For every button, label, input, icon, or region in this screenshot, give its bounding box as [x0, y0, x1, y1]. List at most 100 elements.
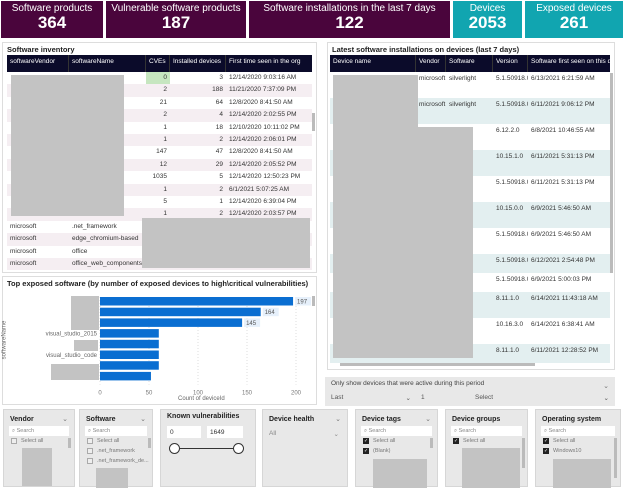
period-unit-dropdown[interactable]: Last ⌄ [331, 394, 411, 402]
slicer-item[interactable]: ✓ Select all [453, 438, 485, 444]
bar[interactable] [100, 361, 159, 370]
redacted-block [22, 448, 52, 486]
cell-first-seen: 6/11/2021 9:06:12 PM [531, 101, 595, 108]
known-vulnerabilities-slicer: Known vulnerabilities 0 1649 [160, 409, 256, 487]
max-input[interactable]: 1649 [207, 426, 243, 438]
min-input[interactable]: 0 [167, 426, 201, 438]
cell-first-seen: 12/8/2020 8:41:50 AM [229, 148, 293, 156]
col-software[interactable]: Software [446, 55, 493, 72]
operating-system-slicer: Operating system ⌕ Search ✓ Select all ✓ W… [535, 409, 621, 488]
slider-min-handle[interactable] [169, 443, 180, 454]
col-first-seen[interactable]: Software first seen on this de [531, 58, 610, 65]
bar[interactable] [100, 339, 159, 349]
checkbox[interactable] [87, 458, 93, 464]
card-title: Vulnerable software products [111, 3, 241, 14]
slicer-item[interactable]: ✓ Windows10 [543, 448, 581, 454]
card-exposed-devices[interactable]: Exposed devices 261 [525, 1, 623, 38]
col-version[interactable]: Version [493, 55, 528, 72]
chevron-down-icon[interactable]: ⌄ [140, 416, 146, 423]
search-input[interactable]: ⌕ Search [451, 426, 522, 436]
data-label: 145 [246, 321, 257, 327]
search-input[interactable]: ⌕ Search [361, 426, 432, 436]
bar[interactable] [100, 350, 159, 360]
bar[interactable] [100, 307, 261, 317]
chevron-down-icon[interactable]: ⌄ [603, 383, 609, 390]
chevron-down-icon: ⌄ [333, 431, 339, 438]
bar[interactable] [100, 329, 159, 338]
checkbox-checked[interactable]: ✓ [363, 438, 369, 444]
col-vendor[interactable]: softwareVendor [7, 55, 69, 72]
chevron-down-icon: ⌄ [405, 395, 411, 402]
card-software-products[interactable]: Software products 364 [1, 1, 103, 38]
checkbox-checked[interactable]: ✓ [543, 438, 549, 444]
bar[interactable] [100, 371, 151, 381]
x-tick-label: 150 [242, 391, 253, 397]
search-placeholder: Search [92, 428, 111, 434]
cell-devices: 3 [219, 74, 223, 81]
cell-cves: 0 [146, 72, 170, 85]
period-count-input[interactable]: 1 [421, 394, 425, 401]
scrollbar[interactable] [148, 438, 151, 448]
cell-cves: 1 [163, 136, 167, 143]
bar[interactable] [100, 318, 243, 327]
slicer-item[interactable]: Select all [87, 438, 119, 444]
slider-max-handle[interactable] [233, 443, 244, 454]
item-label: Select all [463, 438, 486, 444]
checkbox[interactable] [11, 438, 17, 444]
cell-devices: 47 [215, 148, 223, 156]
period-select-dropdown[interactable]: Select ⌄ [475, 394, 609, 402]
card-value: 187 [161, 13, 191, 32]
col-vendor[interactable]: Vendor [416, 55, 446, 72]
col-first-seen[interactable]: First time seen in the org [229, 58, 301, 65]
redacted-block [418, 127, 473, 358]
scrollbar[interactable] [312, 113, 315, 131]
panel-title: Latest software installations on devices… [332, 45, 520, 54]
cell-first-seen: 6/1/2021 5:07:25 AM [229, 185, 289, 193]
data-label: 164 [265, 310, 276, 316]
chevron-down-icon[interactable]: ⌄ [62, 416, 68, 423]
cell-first-seen: 12/14/2020 6:39:04 PM [229, 198, 297, 205]
card-devices[interactable]: Devices 2053 [453, 1, 522, 38]
cell-first-seen: 6/9/2021 5:00:03 PM [531, 276, 592, 283]
slicer-item[interactable]: ✓ (Blank) [363, 448, 390, 454]
health-dropdown[interactable]: All ⌄ [269, 430, 339, 438]
scrollbar[interactable] [430, 438, 433, 448]
horizontal-scrollbar[interactable] [340, 363, 535, 366]
scrollbar[interactable] [312, 296, 315, 306]
card-title: Software installations in the last 7 day… [263, 3, 436, 14]
checkbox-checked[interactable]: ✓ [543, 448, 549, 454]
card-installations[interactable]: Software installations in the last 7 day… [249, 1, 450, 38]
search-input[interactable]: ⌕ Search [541, 426, 615, 436]
scrollbar[interactable] [68, 438, 71, 448]
slicer-item[interactable]: ✓ Select all [543, 438, 575, 444]
slicer-item[interactable]: Select all [11, 438, 43, 444]
chevron-down-icon[interactable]: ⌄ [335, 416, 341, 423]
search-input[interactable]: ⌕ Search [85, 426, 147, 436]
scrollbar[interactable] [610, 73, 613, 273]
device-groups-slicer: Device groups ⌕ Search ✓ Select all [445, 409, 528, 488]
col-device-name[interactable]: Device name [330, 55, 416, 72]
slicer-item[interactable]: ✓ Select all [363, 438, 395, 444]
checkbox[interactable] [87, 448, 93, 454]
scrollbar[interactable] [522, 438, 525, 468]
slicer-item[interactable]: .net_framework [87, 448, 135, 454]
slicer-title: Vendor [10, 416, 34, 423]
item-label: (Blank) [373, 448, 391, 454]
col-name[interactable]: softwareName [69, 55, 146, 72]
software-slicer: Software ⌄ ⌕ Search Select all .net_frame… [79, 409, 153, 488]
search-input[interactable]: ⌕ Search [9, 426, 69, 436]
redacted-block [51, 364, 99, 380]
slicer-item[interactable]: .net_framework_de... [87, 458, 149, 464]
checkbox-checked[interactable]: ✓ [453, 438, 459, 444]
col-cves[interactable]: CVEs [146, 55, 170, 72]
software-inventory-panel: Software inventory softwareVendor softwa… [2, 42, 317, 273]
card-vulnerable-software[interactable]: Vulnerable software products 187 [106, 1, 246, 38]
col-devices[interactable]: Installed devices [170, 55, 226, 72]
checkbox-checked[interactable]: ✓ [363, 448, 369, 454]
checkbox[interactable] [87, 438, 93, 444]
cell-first-seen: 6/14/2021 11:43:18 AM [531, 295, 598, 302]
chevron-down-icon[interactable]: ⌄ [425, 416, 431, 423]
item-label: Select all [97, 438, 120, 444]
bar[interactable] [100, 297, 294, 306]
scrollbar[interactable] [614, 438, 617, 478]
